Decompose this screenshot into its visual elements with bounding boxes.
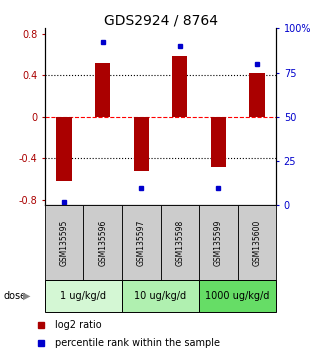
- Bar: [45, 205, 83, 280]
- Bar: [160, 205, 199, 280]
- Bar: [122, 280, 199, 312]
- Bar: [199, 280, 276, 312]
- Text: dose: dose: [3, 291, 26, 301]
- Title: GDS2924 / 8764: GDS2924 / 8764: [103, 13, 218, 27]
- Bar: [199, 205, 238, 280]
- Bar: [238, 205, 276, 280]
- Text: percentile rank within the sample: percentile rank within the sample: [55, 338, 220, 348]
- Bar: [56, 117, 72, 181]
- Bar: [122, 205, 160, 280]
- Text: log2 ratio: log2 ratio: [55, 320, 101, 330]
- Bar: [134, 117, 149, 171]
- Text: 10 ug/kg/d: 10 ug/kg/d: [134, 291, 187, 301]
- Text: GSM135599: GSM135599: [214, 219, 223, 266]
- Text: GSM135600: GSM135600: [252, 219, 261, 266]
- Text: ▶: ▶: [22, 291, 30, 301]
- Bar: [45, 280, 122, 312]
- Bar: [83, 205, 122, 280]
- Text: GSM135595: GSM135595: [60, 219, 69, 266]
- Bar: [95, 63, 110, 117]
- Text: 1 ug/kg/d: 1 ug/kg/d: [60, 291, 107, 301]
- Text: GSM135596: GSM135596: [98, 219, 107, 266]
- Text: GSM135598: GSM135598: [175, 219, 184, 266]
- Bar: [249, 73, 265, 117]
- Text: 1000 ug/kg/d: 1000 ug/kg/d: [205, 291, 270, 301]
- Bar: [172, 56, 187, 117]
- Bar: [211, 117, 226, 167]
- Text: GSM135597: GSM135597: [137, 219, 146, 266]
